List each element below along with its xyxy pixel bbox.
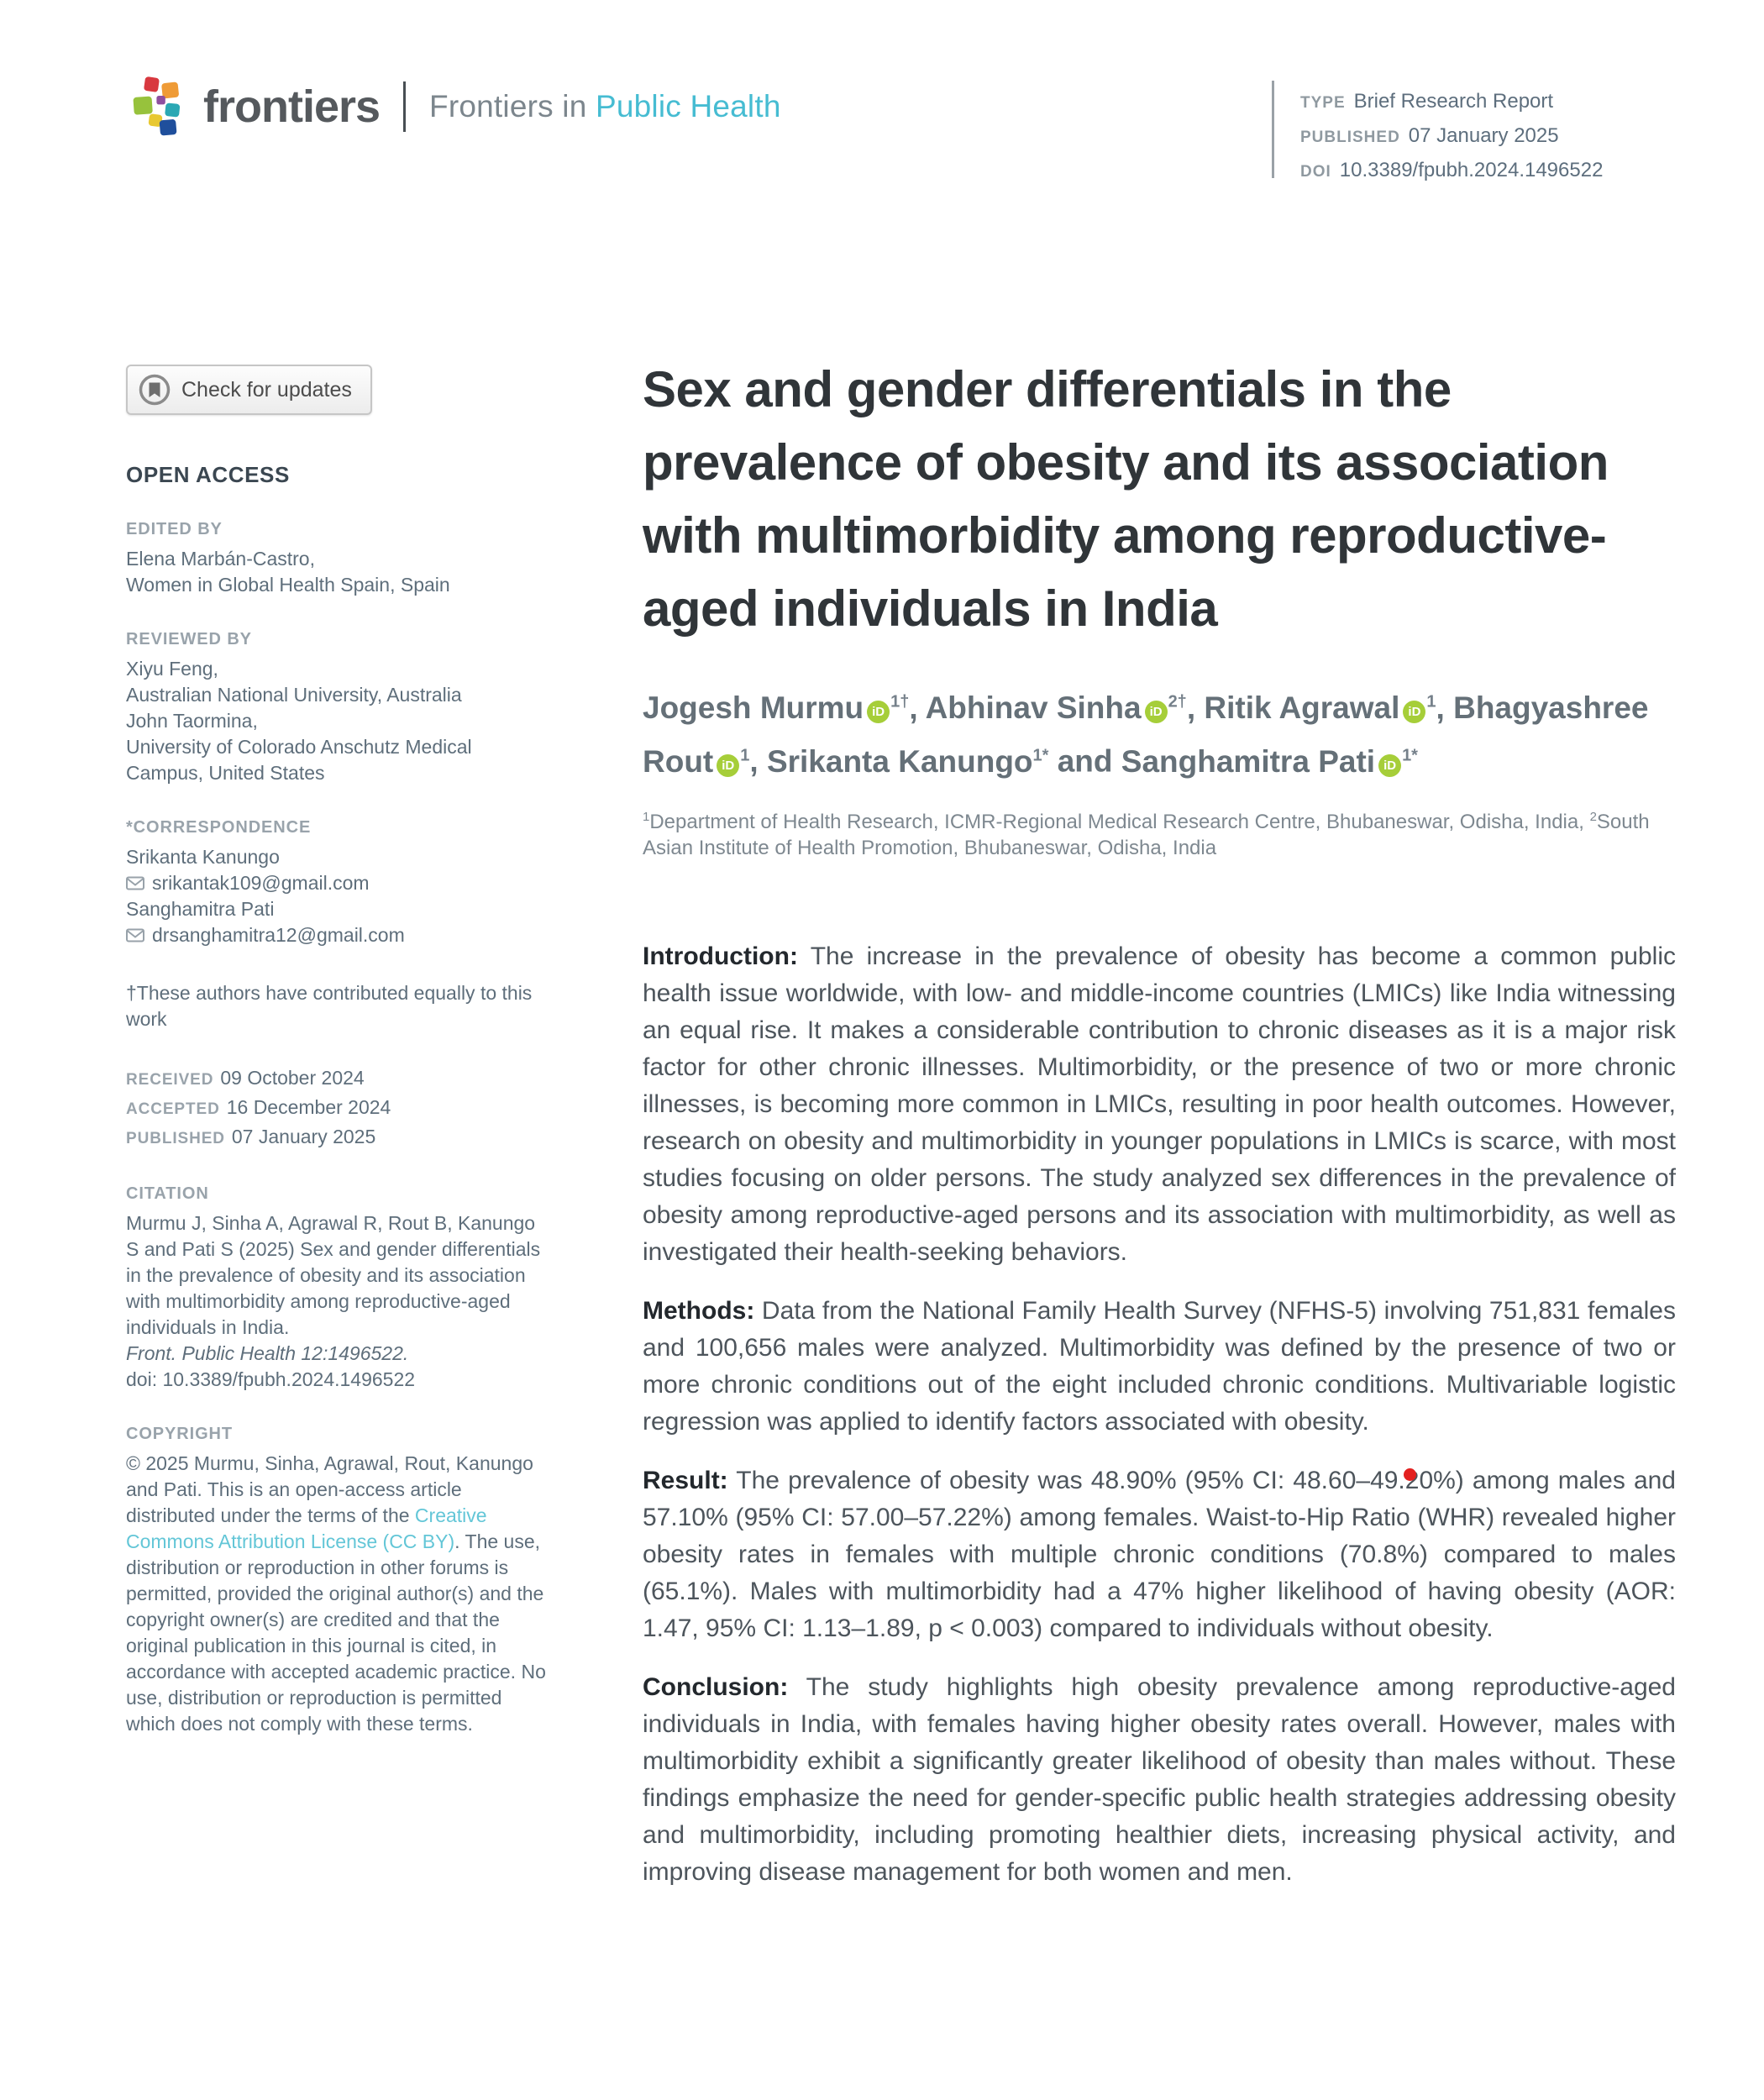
- reviewed-by-label: REVIEWED BY: [126, 630, 252, 648]
- affiliations: 1Department of Health Research, ICMR-Reg…: [643, 809, 1650, 859]
- orcid-icon[interactable]: iD: [717, 753, 740, 777]
- edited-by-lines: Elena Marbán-Castro, Women in Global Heal…: [126, 548, 450, 596]
- edited-by-label: EDITED BY: [126, 520, 223, 538]
- citation-text: Murmu J, Sinha A, Agrawal R, Rout B, Kan…: [126, 1212, 541, 1390]
- crossmark-icon: [139, 374, 171, 406]
- header-meta-row: DOI 10.3389/fpubh.2024.1496522: [1300, 159, 1604, 181]
- email-link[interactable]: drsanghamitra12@gmail.com: [126, 922, 553, 948]
- abstract-paragraph: Introduction: The increase in the preval…: [643, 942, 1676, 1266]
- check-for-updates-button[interactable]: Check for updates: [126, 365, 372, 415]
- journal-title: Frontiers in Public Health: [429, 89, 781, 123]
- correspondence-label: *CORRESPONDENCE: [126, 818, 312, 837]
- orcid-icon[interactable]: iD: [1403, 701, 1426, 724]
- reviewed-by-section: REVIEWED BY Xiyu Feng, Australian Nationa…: [126, 630, 553, 786]
- red-dot-annotation: [1404, 1468, 1416, 1481]
- contributed-note: †These authors have contributed equally …: [126, 980, 553, 1032]
- author-name: Ritik Agrawal iD1: [1204, 690, 1436, 726]
- email-icon: [126, 928, 144, 942]
- cc-by-license-link[interactable]: Creative Commons Attribution License (CC…: [126, 1504, 487, 1552]
- date-row: PUBLISHED 07 January 2025: [126, 1126, 376, 1147]
- date-row: ACCEPTED 16 December 2024: [126, 1096, 391, 1118]
- article-title: Sex and gender differentials in the prev…: [643, 361, 1609, 637]
- citation-section: CITATION Murmu J, Sinha A, Agrawal R, Ro…: [126, 1184, 553, 1393]
- brand-name: frontiers: [203, 81, 381, 132]
- citation-label: CITATION: [126, 1184, 209, 1203]
- meta-divider-line: [1272, 81, 1274, 178]
- abstract-paragraph: Result: The prevalence of obesity was 48…: [643, 1466, 1676, 1642]
- email-link[interactable]: srikantak109@gmail.com: [126, 870, 553, 896]
- dates-rows: RECEIVED 09 October 2024 ACCEPTED 16 Decemb…: [126, 1064, 553, 1152]
- frontiers-logo-icon: [133, 76, 181, 136]
- edited-by-section: EDITED BY Elena Marbán-Castro, Women in G…: [126, 520, 553, 598]
- correspondence-section: *CORRESPONDENCE Srikanta Kanungo srikant…: [126, 818, 553, 948]
- abstract: Introduction: The increase in the preval…: [643, 938, 1676, 1891]
- contributed-note-text: †These authors have contributed equally …: [126, 982, 533, 1030]
- publisher-brand: frontiers Frontiers in Public Health: [126, 74, 781, 139]
- author-name: Abhinav Sinha iD2†: [925, 690, 1187, 726]
- author-name: Sanghamitra Pati iD1*: [1121, 743, 1418, 779]
- abstract-paragraph: Methods: Data from the National Family H…: [643, 1296, 1676, 1436]
- header-meta-row: TYPE Brief Research Report: [1300, 90, 1554, 113]
- open-access-badge: OPEN ACCESS: [126, 462, 290, 487]
- date-row: RECEIVED 09 October 2024: [126, 1067, 365, 1089]
- email-icon: [126, 876, 144, 890]
- orcid-icon[interactable]: iD: [1144, 701, 1168, 724]
- header-divider: [403, 81, 407, 132]
- copyright-label: COPYRIGHT: [126, 1425, 233, 1443]
- article-main: Sex and gender differentials in the prev…: [643, 353, 1676, 1913]
- authors-line: Jogesh Murmu iD1†, Abhinav Sinha iD2†, Rit…: [643, 690, 1649, 779]
- dates-section: RECEIVED 09 October 2024 ACCEPTED 16 Decemb…: [126, 1064, 553, 1152]
- article-sidebar: Check for updates OPEN ACCESS EDITED BY …: [126, 365, 553, 1737]
- correspondence-entries: Srikanta Kanungo srikantak109@gmail.com S…: [126, 844, 553, 948]
- author-name: Bhagyashree Rout iD1: [643, 690, 1649, 779]
- journal-name: Public Health: [596, 89, 781, 123]
- author-name: Srikanta Kanungo1*: [766, 743, 1049, 779]
- check-for-updates-label: Check for updates: [181, 377, 352, 402]
- header-meta-row: PUBLISHED 07 January 2025: [1300, 124, 1559, 147]
- copyright-section: COPYRIGHT © 2025 Murmu, Sinha, Agrawal, …: [126, 1425, 553, 1737]
- author-name: Jogesh Murmu iD1†: [643, 690, 910, 726]
- orcid-icon[interactable]: iD: [1378, 753, 1402, 777]
- copyright-text: © 2025 Murmu, Sinha, Agrawal, Rout, Kanu…: [126, 1452, 546, 1735]
- correspondent-name: Sanghamitra Pati: [126, 898, 275, 920]
- correspondent-name: Srikanta Kanungo: [126, 846, 280, 868]
- header-meta-rows: TYPE Brief Research Report PUBLISHED 07 Jan…: [1300, 86, 1603, 189]
- orcid-icon[interactable]: iD: [867, 701, 890, 724]
- reviewed-by-lines: Xiyu Feng, Australian National University…: [126, 658, 472, 784]
- abstract-paragraph: Conclusion: The study highlights high ob…: [643, 1672, 1676, 1886]
